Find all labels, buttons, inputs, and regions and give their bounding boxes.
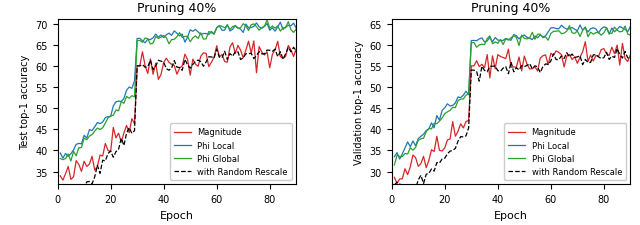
Title: Pruning 40%: Pruning 40%	[137, 2, 216, 15]
Y-axis label: Validation top-1 accuracy: Validation top-1 accuracy	[354, 40, 364, 164]
with Random Rescale	[290, 47, 298, 49]
Phi Global	[555, 30, 563, 33]
Magnitude	[627, 54, 634, 57]
Line: Phi Global: Phi Global	[60, 21, 296, 161]
Phi Local	[597, 28, 605, 31]
Magnitude	[621, 58, 629, 61]
with Random Rescale	[401, 201, 409, 204]
Magnitude	[250, 40, 258, 43]
Phi Local	[255, 26, 263, 29]
Phi Local	[131, 80, 138, 83]
Phi Global	[462, 94, 470, 97]
Phi Global	[56, 158, 64, 160]
Magnitude	[131, 123, 138, 126]
Phi Local	[627, 26, 634, 29]
Phi Global	[627, 34, 634, 37]
Phi Global	[619, 31, 627, 34]
Phi Local	[425, 128, 433, 131]
Phi Local	[292, 28, 300, 30]
with Random Rescale	[465, 127, 472, 130]
with Random Rescale	[589, 54, 597, 57]
Phi Global	[595, 32, 602, 35]
X-axis label: Epoch: Epoch	[160, 210, 194, 220]
Phi Global	[287, 29, 295, 32]
with Random Rescale	[260, 53, 268, 56]
Legend: Magnitude, Phi Local, Phi Global, with Random Rescale: Magnitude, Phi Local, Phi Global, with R…	[170, 124, 292, 180]
Phi Local	[621, 29, 629, 32]
Phi Local	[576, 25, 584, 27]
with Random Rescale	[595, 56, 602, 59]
Magnitude	[592, 55, 600, 58]
with Random Rescale	[621, 51, 629, 54]
Line: Magnitude: Magnitude	[60, 42, 296, 180]
Magnitude	[287, 49, 295, 52]
Phi Global	[589, 34, 597, 36]
with Random Rescale	[390, 184, 398, 187]
Magnitude	[393, 182, 401, 185]
Phi Global	[223, 25, 231, 27]
Legend: Magnitude, Phi Local, Phi Global, with Random Rescale: Magnitude, Phi Local, Phi Global, with R…	[504, 124, 626, 180]
Magnitude	[557, 54, 565, 57]
Line: Magnitude: Magnitude	[394, 43, 630, 184]
Phi Global	[390, 164, 398, 166]
with Random Rescale	[284, 47, 292, 50]
with Random Rescale	[425, 172, 433, 175]
Magnitude	[91, 169, 99, 172]
Phi Global	[131, 96, 138, 99]
Magnitude	[425, 159, 433, 162]
Magnitude	[390, 176, 398, 179]
Y-axis label: Test top-1 accuracy: Test top-1 accuracy	[20, 55, 30, 150]
with Random Rescale	[255, 51, 263, 54]
Phi Global	[263, 19, 271, 22]
Line: Phi Local: Phi Local	[60, 23, 296, 158]
Magnitude	[223, 62, 231, 64]
with Random Rescale	[557, 55, 565, 58]
Magnitude	[258, 52, 266, 54]
Magnitude	[582, 41, 589, 44]
Magnitude	[59, 179, 67, 182]
with Random Rescale	[131, 130, 138, 133]
Magnitude	[56, 175, 64, 177]
Phi Global	[255, 30, 263, 32]
Phi Local	[223, 24, 231, 27]
with Random Rescale	[91, 176, 99, 178]
Phi Local	[592, 29, 600, 31]
Phi Local	[56, 152, 64, 155]
Phi Global	[566, 25, 573, 28]
with Random Rescale	[223, 59, 231, 62]
Phi Global	[422, 131, 430, 133]
Phi Local	[287, 25, 295, 28]
with Random Rescale	[627, 58, 634, 60]
Phi Local	[390, 156, 398, 158]
Phi Global	[91, 130, 99, 133]
Magnitude	[292, 48, 300, 51]
Phi Local	[276, 22, 284, 25]
Phi Local	[59, 157, 67, 160]
Phi Global	[260, 26, 268, 29]
Title: Pruning 40%: Pruning 40%	[472, 2, 551, 15]
Magnitude	[263, 51, 271, 54]
Phi Local	[91, 126, 99, 128]
with Random Rescale	[292, 52, 300, 54]
X-axis label: Epoch: Epoch	[494, 210, 528, 220]
Line: with Random Rescale: with Random Rescale	[60, 48, 296, 206]
Phi Local	[260, 26, 268, 29]
Magnitude	[465, 120, 472, 122]
Phi Local	[465, 94, 472, 97]
with Random Rescale	[613, 48, 621, 51]
Phi Global	[67, 160, 75, 163]
Phi Local	[557, 25, 565, 27]
Magnitude	[597, 49, 605, 52]
Phi Local	[396, 158, 404, 161]
with Random Rescale	[70, 205, 77, 208]
Phi Global	[292, 29, 300, 31]
with Random Rescale	[56, 186, 64, 188]
Line: Phi Global: Phi Global	[394, 27, 630, 165]
Line: with Random Rescale: with Random Rescale	[394, 49, 630, 202]
Line: Phi Local: Phi Local	[394, 26, 630, 160]
